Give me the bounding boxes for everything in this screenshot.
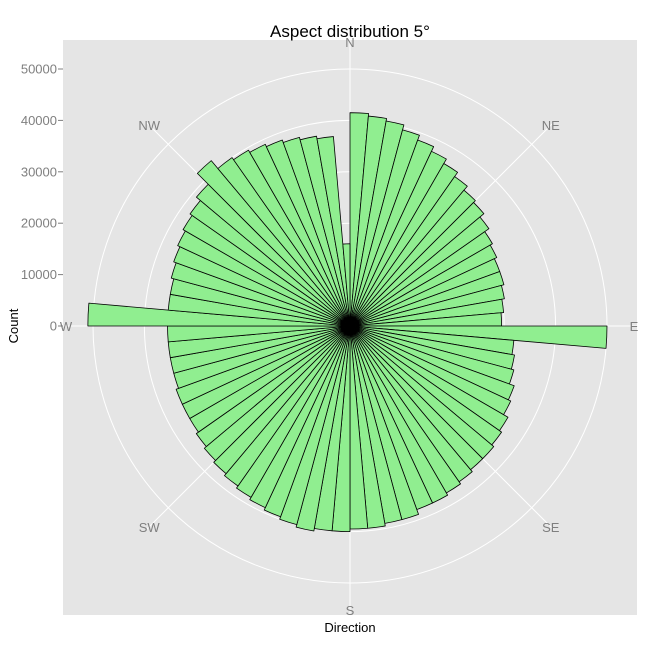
bar-wedge-335 xyxy=(265,139,351,327)
y-axis-title: Count xyxy=(6,308,21,343)
bar-wedge-215 xyxy=(224,325,351,487)
direction-label-e: E xyxy=(630,319,639,334)
bar-wedge-15 xyxy=(349,129,420,327)
bars-layer xyxy=(87,112,608,533)
x-axis-title: Direction xyxy=(324,620,375,635)
bar-wedge-320 xyxy=(217,157,351,327)
bar-wedge-220 xyxy=(213,325,351,475)
bar-wedge-40 xyxy=(349,189,476,327)
bar-wedge-70 xyxy=(349,271,505,327)
bar-wedge-225 xyxy=(203,325,351,461)
bar-wedge-195 xyxy=(279,325,351,525)
bar-wedge-245 xyxy=(175,325,351,405)
direction-label-s: S xyxy=(346,603,355,618)
bar-wedge-30 xyxy=(349,163,459,327)
bar-wedge-45 xyxy=(349,202,485,327)
bar-wedge-75 xyxy=(349,285,505,327)
direction-label-ne: NE xyxy=(542,118,560,133)
y-tick-label-0: 0 xyxy=(50,319,57,334)
bar-wedge-205 xyxy=(249,325,351,509)
bar-wedge-355 xyxy=(342,243,351,327)
bar-wedge-25 xyxy=(349,150,447,327)
direction-label-sw: SW xyxy=(139,520,161,535)
bar-wedge-330 xyxy=(249,143,351,327)
y-tick-labels: 0 10000 20000 30000 40000 50000 xyxy=(21,62,63,334)
bar-wedge-325 xyxy=(233,149,351,327)
bar-wedge-340 xyxy=(282,136,351,327)
bar-wedge-20 xyxy=(349,139,435,327)
bar-wedge-35 xyxy=(349,176,468,327)
bar-wedge-230 xyxy=(195,325,351,447)
bar-wedge-350 xyxy=(316,136,351,327)
y-tick-label-4: 40000 xyxy=(21,113,57,128)
bar-wedge-315 xyxy=(196,160,351,327)
bar-wedge-60 xyxy=(349,244,498,327)
chart-title: Aspect distribution 5° xyxy=(270,22,430,41)
bar-wedge-345 xyxy=(299,135,351,327)
bar-wedge-200 xyxy=(263,325,351,518)
bar-wedge-80 xyxy=(349,298,505,327)
bar-wedge-50 xyxy=(349,216,490,327)
direction-label-w: W xyxy=(60,319,73,334)
bar-wedge-55 xyxy=(349,231,493,327)
direction-label-se: SE xyxy=(542,520,560,535)
direction-label-nw: NW xyxy=(138,118,160,133)
y-tick-label-2: 20000 xyxy=(21,216,57,231)
y-tick-label-5: 50000 xyxy=(21,62,57,77)
bar-wedge-210 xyxy=(236,325,351,498)
direction-labels: N NE E SE S SW W NW xyxy=(60,35,639,618)
y-tick-label-1: 10000 xyxy=(21,267,57,282)
y-tick-label-3: 30000 xyxy=(21,164,57,179)
direction-label-n: N xyxy=(345,35,354,50)
